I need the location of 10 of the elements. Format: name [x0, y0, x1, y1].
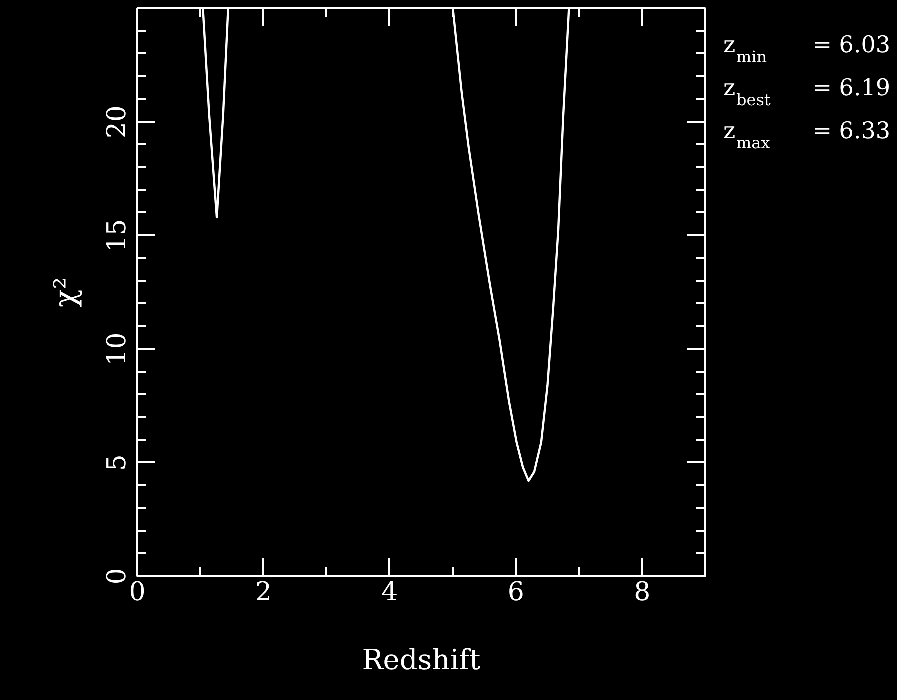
x-tick-label: 6 — [508, 578, 524, 608]
y-tick-label: 15 — [102, 219, 132, 252]
x-axis-title: Redshift — [362, 644, 482, 676]
x-tick-label: 2 — [255, 578, 272, 608]
y-tick-label: 20 — [102, 106, 132, 139]
x-tick-label: 8 — [634, 578, 651, 608]
x-tick-label: 4 — [382, 578, 398, 608]
y-tick-label: 5 — [102, 454, 132, 472]
y-axis-title: χ² — [48, 277, 84, 308]
y-tick-label: 10 — [102, 332, 132, 366]
